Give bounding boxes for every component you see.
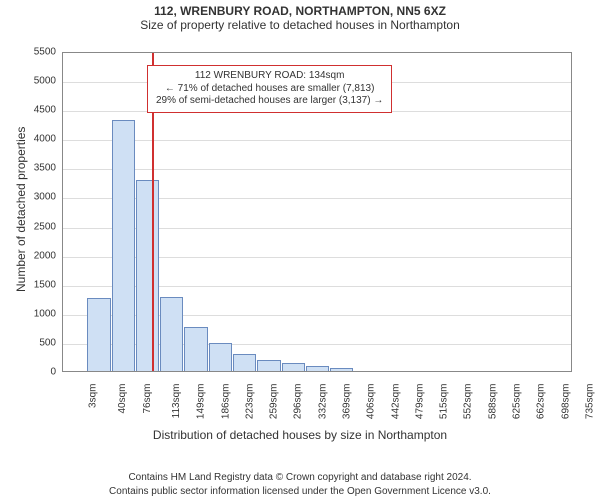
histogram-bar bbox=[160, 297, 183, 371]
callout-line-1: 112 WRENBURY ROAD: 134sqm bbox=[156, 70, 383, 83]
x-tick-label: 662sqm bbox=[536, 384, 547, 420]
x-tick-label: 223sqm bbox=[244, 384, 255, 420]
y-tick-label: 4000 bbox=[16, 134, 56, 145]
footer-line-1: Contains HM Land Registry data © Crown c… bbox=[0, 472, 600, 483]
x-tick-label: 406sqm bbox=[366, 384, 377, 420]
y-tick-label: 500 bbox=[16, 337, 56, 348]
x-tick-label: 369sqm bbox=[342, 384, 353, 420]
histogram-bar bbox=[209, 343, 232, 372]
histogram-bar bbox=[87, 298, 110, 371]
plot-area: 112 WRENBURY ROAD: 134sqm← 71% of detach… bbox=[62, 52, 572, 372]
histogram-bar bbox=[282, 363, 305, 371]
y-tick-label: 2500 bbox=[16, 221, 56, 232]
x-tick-label: 552sqm bbox=[463, 384, 474, 420]
callout-line-2: ← 71% of detached houses are smaller (7,… bbox=[156, 83, 383, 96]
histogram-bar bbox=[257, 360, 280, 371]
x-tick-label: 442sqm bbox=[390, 384, 401, 420]
x-tick-label: 479sqm bbox=[414, 384, 425, 420]
x-tick-label: 259sqm bbox=[269, 384, 280, 420]
y-tick-label: 3500 bbox=[16, 163, 56, 174]
histogram-bar bbox=[233, 354, 256, 371]
x-tick-label: 40sqm bbox=[117, 384, 128, 414]
x-tick-label: 625sqm bbox=[512, 384, 523, 420]
x-tick-label: 332sqm bbox=[317, 384, 328, 420]
y-tick-label: 4500 bbox=[16, 105, 56, 116]
histogram-bar bbox=[136, 180, 159, 371]
x-tick-label: 588sqm bbox=[487, 384, 498, 420]
gridline bbox=[63, 140, 571, 141]
y-tick-label: 5000 bbox=[16, 76, 56, 87]
y-tick-label: 1000 bbox=[16, 308, 56, 319]
x-tick-label: 698sqm bbox=[560, 384, 571, 420]
x-tick-label: 113sqm bbox=[171, 384, 182, 419]
histogram-bar bbox=[112, 120, 135, 371]
y-tick-label: 5500 bbox=[16, 47, 56, 58]
histogram-bar bbox=[184, 327, 207, 371]
x-tick-label: 186sqm bbox=[220, 384, 231, 420]
property-callout: 112 WRENBURY ROAD: 134sqm← 71% of detach… bbox=[147, 65, 392, 113]
y-axis-label: Number of detached properties bbox=[14, 127, 28, 292]
callout-line-3: 29% of semi-detached houses are larger (… bbox=[156, 95, 383, 108]
footer-line-2: Contains public sector information licen… bbox=[0, 486, 600, 497]
x-tick-label: 296sqm bbox=[293, 384, 304, 420]
histogram-bar bbox=[306, 366, 329, 371]
histogram-bar bbox=[330, 368, 353, 371]
y-tick-label: 2000 bbox=[16, 250, 56, 261]
x-axis-label: Distribution of detached houses by size … bbox=[0, 428, 600, 442]
y-tick-label: 0 bbox=[16, 367, 56, 378]
x-tick-label: 76sqm bbox=[142, 384, 153, 414]
x-tick-label: 735sqm bbox=[584, 384, 595, 420]
x-tick-label: 149sqm bbox=[196, 384, 207, 420]
x-tick-label: 515sqm bbox=[439, 384, 450, 420]
chart-area: 112 WRENBURY ROAD: 134sqm← 71% of detach… bbox=[0, 4, 600, 504]
x-tick-label: 3sqm bbox=[88, 384, 99, 408]
y-tick-label: 1500 bbox=[16, 279, 56, 290]
y-tick-label: 3000 bbox=[16, 192, 56, 203]
gridline bbox=[63, 169, 571, 170]
